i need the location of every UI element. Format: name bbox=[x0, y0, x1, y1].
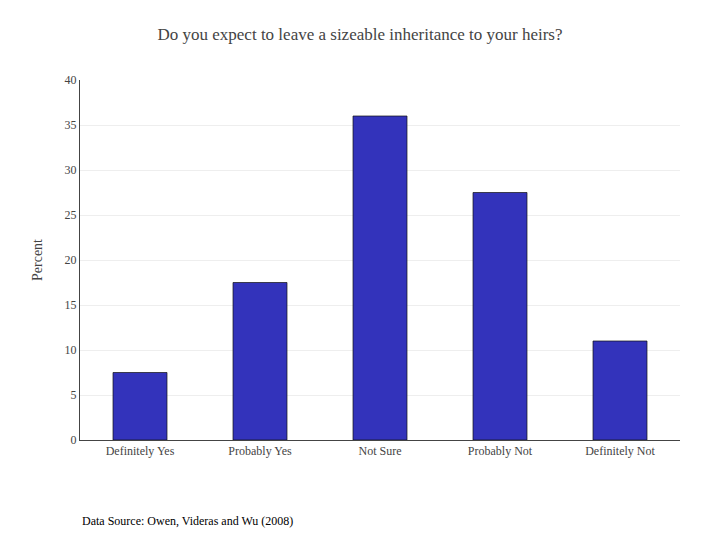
svg-text:20: 20 bbox=[65, 253, 77, 267]
svg-text:Data Source: Owen, Videras and: Data Source: Owen, Videras and Wu (2008) bbox=[82, 514, 293, 528]
svg-text:Probably Yes: Probably Yes bbox=[228, 444, 292, 458]
svg-text:40: 40 bbox=[65, 73, 77, 87]
svg-text:5: 5 bbox=[71, 388, 77, 402]
svg-text:35: 35 bbox=[65, 118, 77, 132]
svg-text:Probably Not: Probably Not bbox=[468, 444, 533, 458]
svg-text:Do you expect to leave a sizea: Do you expect to leave a sizeable inheri… bbox=[158, 25, 563, 44]
svg-text:15: 15 bbox=[65, 298, 77, 312]
svg-text:30: 30 bbox=[65, 163, 77, 177]
svg-text:Definitely Yes: Definitely Yes bbox=[106, 444, 175, 458]
svg-text:Percent: Percent bbox=[30, 239, 45, 281]
svg-text:25: 25 bbox=[65, 208, 77, 222]
svg-text:0: 0 bbox=[71, 433, 77, 447]
svg-text:Not Sure: Not Sure bbox=[359, 444, 402, 458]
svg-text:10: 10 bbox=[65, 343, 77, 357]
svg-text:Definitely Not: Definitely Not bbox=[585, 444, 655, 458]
